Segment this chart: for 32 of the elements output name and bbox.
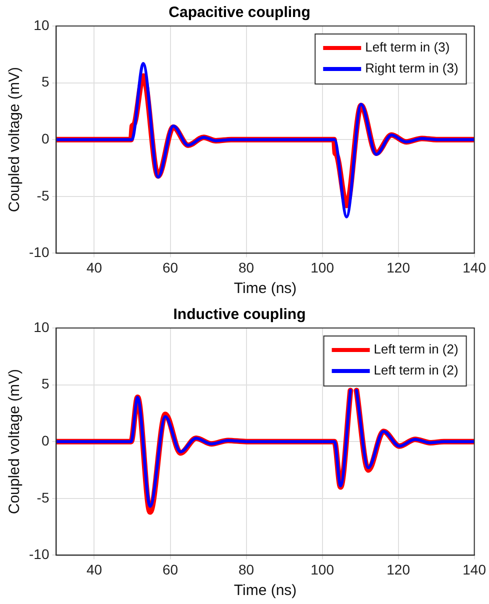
y-tick-label: 10	[34, 16, 50, 33]
x-tick-label: 120	[386, 561, 410, 578]
x-tick-label: 140	[462, 259, 486, 276]
legend-label: Right term in (3)	[365, 60, 458, 76]
y-tick-label: 5	[41, 376, 50, 392]
legend-label: Left term in (2)	[374, 362, 458, 378]
x-tick-label: 120	[386, 259, 410, 276]
x-tick-label: 80	[238, 259, 254, 276]
chart-title: Capacitive coupling	[168, 4, 310, 22]
chart-title: Inductive coupling	[173, 306, 306, 324]
y-tick-label: -10	[29, 546, 50, 562]
x-tick-label: 60	[162, 561, 178, 578]
y-tick-label: -5	[36, 489, 50, 506]
y-tick-label: 5	[41, 74, 50, 90]
x-tick-label: 100	[310, 259, 334, 276]
x-tick-label: 140	[462, 561, 486, 578]
legend-label: Left term in (2)	[374, 342, 458, 357]
x-tick-label: 100	[310, 561, 334, 578]
x-tick-label: 80	[238, 561, 254, 578]
x-axis-title: Time (ns)	[234, 280, 297, 298]
y-axis-title: Coupled voltage (mV)	[6, 67, 24, 212]
legend-label: Left term in (3)	[365, 40, 450, 55]
y-tick-label: 10	[34, 318, 50, 335]
y-tick-label: 0	[41, 432, 50, 448]
x-axis-title: Time (ns)	[234, 582, 297, 600]
x-tick-label: 60	[162, 259, 178, 276]
x-tick-label: 40	[86, 561, 102, 578]
y-axis-title: Coupled voltage (mV)	[6, 369, 24, 514]
y-tick-label: -10	[29, 244, 50, 260]
x-tick-label: 40	[86, 259, 102, 276]
y-tick-label: -5	[36, 187, 50, 204]
y-tick-label: 0	[41, 130, 50, 146]
